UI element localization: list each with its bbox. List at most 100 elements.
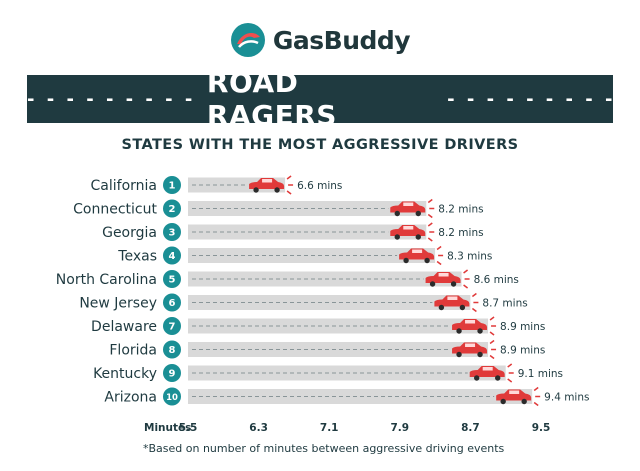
footnote: *Based on number of minutes between aggr… xyxy=(143,442,505,455)
car-wheel-icon xyxy=(456,351,462,358)
category-label: Connecticut xyxy=(73,202,157,218)
car-window-icon xyxy=(465,343,476,347)
car-wheel-icon xyxy=(477,328,483,334)
car-wheel-icon xyxy=(477,351,483,358)
banner-title: ROAD RAGERS xyxy=(206,66,337,132)
rank-badge xyxy=(163,199,181,218)
car-wheel-icon xyxy=(456,328,462,334)
car-window-icon xyxy=(509,390,520,394)
value-label: 6.6 mins xyxy=(297,180,342,192)
category-label: Texas xyxy=(117,249,157,265)
category-label: New Jersey xyxy=(79,296,157,312)
car-wheel-icon xyxy=(450,281,457,287)
value-label: 8.6 mins xyxy=(474,274,519,286)
value-label: 8.9 mins xyxy=(500,321,545,333)
motion-marks-icon xyxy=(436,245,444,266)
x-tick-label: 8.7 xyxy=(461,422,480,434)
rank-label: 1 xyxy=(169,181,176,192)
rank-badge xyxy=(163,317,181,335)
rank-badge xyxy=(163,340,181,359)
x-axis-label: Minutes xyxy=(144,422,191,434)
x-tick-label: 7.9 xyxy=(390,422,409,434)
car-wheel-icon xyxy=(429,281,436,287)
car-wheel-icon xyxy=(521,398,527,405)
car-wheel-icon xyxy=(438,304,445,311)
value-label: 8.7 mins xyxy=(482,298,527,310)
value-label: 8.3 mins xyxy=(447,251,492,263)
car-wheel-icon xyxy=(403,257,409,264)
car-icon xyxy=(425,272,461,283)
car-window-icon xyxy=(447,296,458,300)
bar xyxy=(188,271,462,287)
x-tick-label: 7.1 xyxy=(320,422,339,434)
rank-label: 2 xyxy=(169,204,176,215)
car-icon xyxy=(249,178,285,189)
rank-label: 4 xyxy=(169,251,176,262)
car-wheel-icon xyxy=(495,375,501,381)
car-window-icon xyxy=(482,367,493,371)
car-window-icon xyxy=(262,179,273,183)
rank-badge xyxy=(163,246,181,265)
car-wheel-icon xyxy=(415,210,421,217)
car-window-icon xyxy=(465,320,476,324)
value-label: 8.2 mins xyxy=(438,204,483,216)
category-label: Delaware xyxy=(91,319,157,335)
rank-badge xyxy=(163,364,181,382)
motion-marks-icon xyxy=(463,269,470,289)
rank-label: 5 xyxy=(169,275,176,286)
rank-badge xyxy=(163,387,181,406)
brand-logo: GasBuddy xyxy=(0,18,640,62)
rank-label: 3 xyxy=(169,228,176,239)
car-icon xyxy=(390,201,426,213)
car-window-icon xyxy=(403,202,414,206)
category-label: Georgia xyxy=(102,225,157,241)
motion-marks-icon xyxy=(286,175,294,195)
gasbuddy-logo-icon xyxy=(230,23,265,57)
car-window-icon xyxy=(412,249,423,253)
bar xyxy=(188,295,471,310)
car-wheel-icon xyxy=(415,234,421,240)
rank-badge xyxy=(163,270,181,288)
rank-label: 6 xyxy=(169,298,176,309)
x-tick-label: 6.3 xyxy=(249,422,268,434)
rank-label: 8 xyxy=(169,345,176,356)
rank-label: 7 xyxy=(169,322,176,333)
x-tick-label: 9.5 xyxy=(532,422,551,434)
category-label: Florida xyxy=(109,343,157,359)
car-wheel-icon xyxy=(394,210,400,217)
rank-label: 10 xyxy=(166,393,178,403)
car-wheel-icon xyxy=(500,398,506,405)
car-wheel-icon xyxy=(459,304,466,311)
car-wheel-icon xyxy=(424,257,430,264)
banner-dashes-left: - - - - - - - - - - xyxy=(27,88,193,110)
rank-badge xyxy=(163,176,181,194)
title-banner: - - - - - - - - - - ROAD RAGERS - - - - … xyxy=(27,66,613,132)
rank-badge xyxy=(163,293,181,312)
car-icon xyxy=(452,319,488,330)
car-icon xyxy=(390,225,426,236)
brand-name: GasBuddy xyxy=(272,25,411,55)
motion-marks-icon xyxy=(427,222,435,242)
car-wheel-icon xyxy=(274,187,280,193)
rank-badge xyxy=(163,223,181,241)
category-label: California xyxy=(91,178,157,194)
value-label: 8.2 mins xyxy=(438,227,483,239)
value-label: 9.1 mins xyxy=(518,368,563,380)
bar xyxy=(188,318,489,334)
value-label: 9.4 mins xyxy=(544,392,589,404)
rank-label: 9 xyxy=(169,369,176,380)
motion-marks-icon xyxy=(533,386,541,407)
banner-dashes-right: - - - - - - - - - - xyxy=(447,88,613,110)
value-label: 8.9 mins xyxy=(500,345,545,357)
car-window-icon xyxy=(403,226,414,230)
car-wheel-icon xyxy=(253,187,259,193)
bar xyxy=(188,342,489,357)
category-label: North Carolina xyxy=(56,272,157,288)
car-window-icon xyxy=(438,273,449,277)
car-icon xyxy=(496,389,532,401)
motion-marks-icon xyxy=(489,316,497,336)
car-icon xyxy=(469,366,505,377)
x-tick-label: 5.5 xyxy=(179,422,198,434)
category-label: Kentucky xyxy=(93,366,157,382)
